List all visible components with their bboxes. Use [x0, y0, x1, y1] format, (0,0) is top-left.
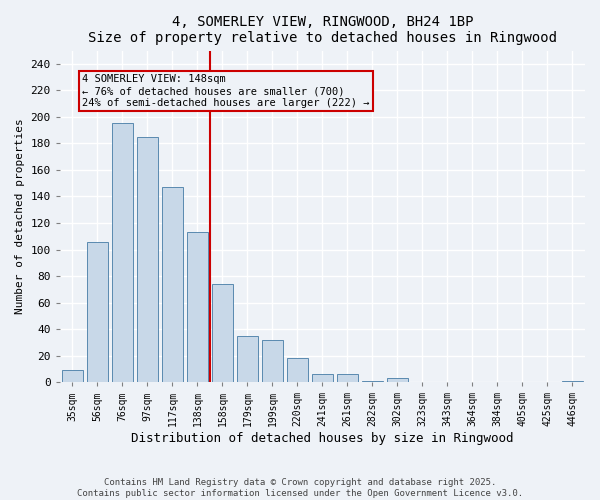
- Text: 4 SOMERLEY VIEW: 148sqm
← 76% of detached houses are smaller (700)
24% of semi-d: 4 SOMERLEY VIEW: 148sqm ← 76% of detache…: [82, 74, 370, 108]
- Title: 4, SOMERLEY VIEW, RINGWOOD, BH24 1BP
Size of property relative to detached house: 4, SOMERLEY VIEW, RINGWOOD, BH24 1BP Siz…: [88, 15, 557, 45]
- Bar: [312, 374, 333, 382]
- Y-axis label: Number of detached properties: Number of detached properties: [15, 118, 25, 314]
- Bar: [362, 381, 383, 382]
- X-axis label: Distribution of detached houses by size in Ringwood: Distribution of detached houses by size …: [131, 432, 514, 445]
- Bar: [287, 358, 308, 382]
- Bar: [87, 242, 108, 382]
- Bar: [337, 374, 358, 382]
- Bar: [562, 381, 583, 382]
- Bar: [262, 340, 283, 382]
- Bar: [187, 232, 208, 382]
- Bar: [237, 336, 258, 382]
- Bar: [62, 370, 83, 382]
- Bar: [212, 284, 233, 382]
- Text: Contains HM Land Registry data © Crown copyright and database right 2025.
Contai: Contains HM Land Registry data © Crown c…: [77, 478, 523, 498]
- Bar: [162, 187, 183, 382]
- Bar: [387, 378, 408, 382]
- Bar: [137, 137, 158, 382]
- Bar: [112, 124, 133, 382]
